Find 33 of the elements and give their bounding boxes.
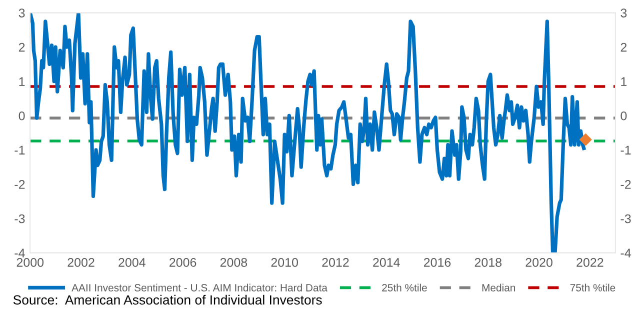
legend-label: 75th %tile	[570, 284, 616, 292]
y-tick-label: -2	[14, 180, 25, 189]
x-tick-label: 2012	[322, 258, 349, 267]
y-tick-label: -4	[14, 248, 25, 258]
y2-tick-label: -2	[620, 180, 631, 189]
x-tick-label: 2000	[16, 258, 44, 267]
x-tick-label: 2010	[271, 258, 298, 267]
y2-tick-label: 2	[620, 42, 627, 52]
x-tick-label: 2014	[373, 258, 400, 267]
y-tick-label: 3	[18, 8, 25, 18]
legend-label: Median	[482, 284, 516, 292]
y-tick-label: 1	[19, 77, 25, 86]
y-tick-label: -1	[14, 146, 25, 154]
y-tick-label: 2	[18, 42, 25, 52]
x-tick-label: 2016	[424, 258, 451, 267]
y2-tick-label: -1	[620, 146, 631, 154]
x-tick-label: 2002	[68, 258, 94, 267]
x-tick-label: 2018	[474, 258, 502, 267]
x-tick-label: 2004	[118, 258, 146, 267]
y2-tick-label: -4	[620, 248, 631, 258]
x-tick-label: 2020	[526, 258, 552, 267]
y-tick-label: 0	[18, 111, 25, 120]
y2-tick-label: 3	[620, 8, 627, 18]
source-note: Source: American Association of Individual Investors	[13, 294, 322, 305]
x-tick-label: 2006	[170, 258, 196, 267]
x-tick-label: 2008	[220, 258, 248, 267]
x-tick-label: 2022	[576, 258, 604, 267]
y-tick-label: -3	[14, 214, 25, 224]
y2-tick-label: -3	[620, 214, 631, 224]
y2-tick-label: 1	[621, 77, 627, 86]
legend-label: 25th %tile	[382, 284, 427, 292]
legend-label: AAII Investor Sentiment - U.S. AIM Indicator: Hard Data	[72, 284, 328, 292]
y2-tick-label: 0	[620, 111, 627, 120]
